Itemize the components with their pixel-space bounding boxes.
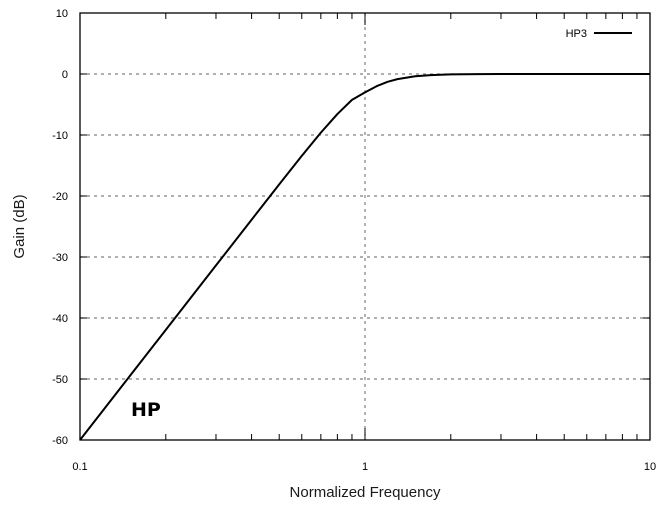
y-tick-label: 10: [56, 8, 68, 20]
series-lines: [79, 73, 650, 441]
grid: [80, 13, 650, 440]
y-tick-label: -20: [52, 191, 68, 203]
series-line-hp3: [79, 73, 650, 441]
y-axis-label: Gain (dB): [11, 194, 28, 258]
x-axis-label: Normalized Frequency: [290, 484, 441, 501]
x-tick-label: 10: [644, 461, 656, 473]
plot-frame: [79, 12, 651, 441]
y-tick-label: -50: [52, 374, 68, 386]
x-tick-label: 1: [362, 461, 368, 473]
y-tick-label: -60: [52, 435, 68, 447]
tick-labels: 10 0 -10 -20 -30 -40 -50 -60 0.1 1 10: [52, 8, 656, 473]
legend-label: HP3: [566, 28, 587, 40]
y-tick-label: -30: [52, 252, 68, 264]
annotation-label: HP: [131, 399, 161, 421]
x-tick-label: 0.1: [72, 461, 87, 473]
legend: HP3: [566, 28, 632, 40]
y-tick-label: -10: [52, 130, 68, 142]
y-tick-label: -40: [52, 313, 68, 325]
y-tick-label: 0: [62, 69, 68, 81]
